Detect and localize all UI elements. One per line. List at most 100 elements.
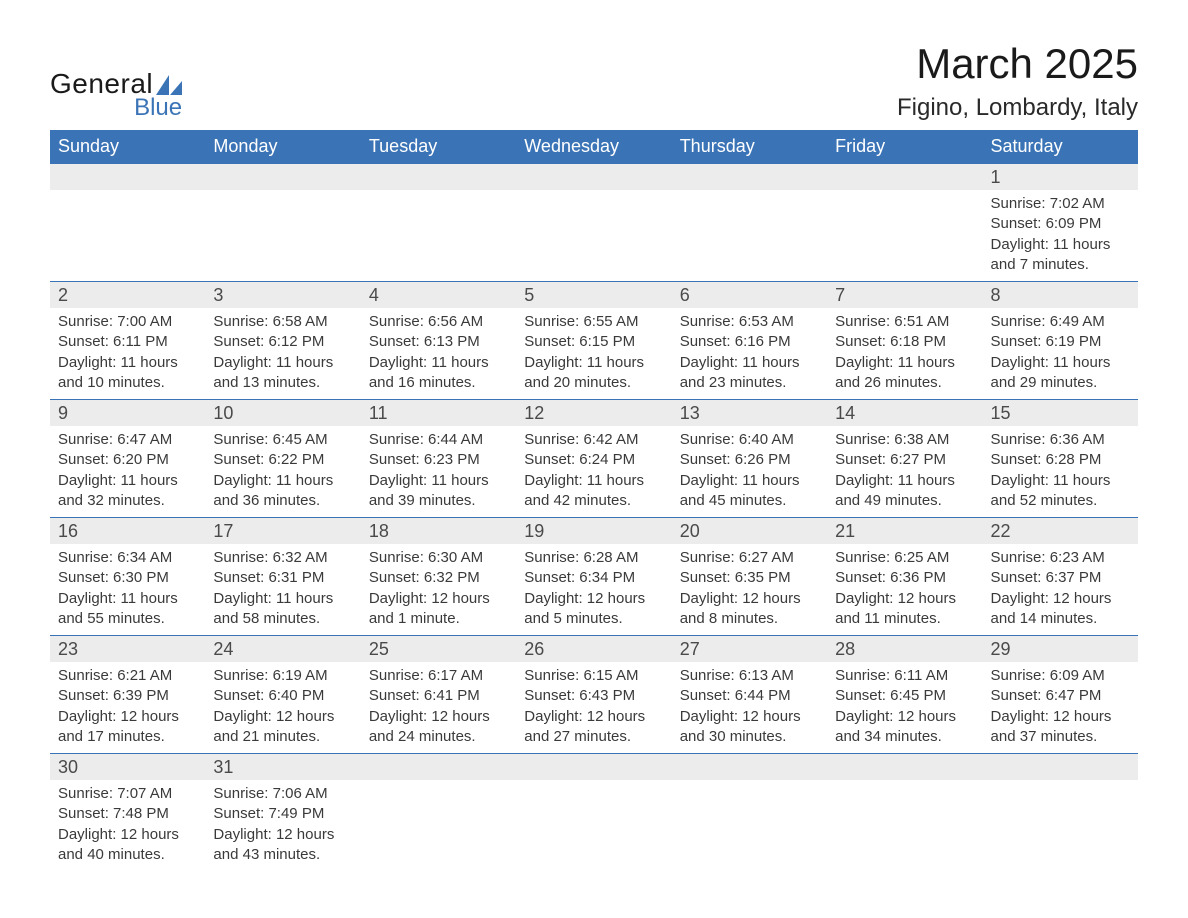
sunset-text: Sunset: 6:20 PM xyxy=(58,450,197,470)
day-number-cell: 6 xyxy=(672,282,827,309)
sunset-text: Sunset: 6:16 PM xyxy=(680,332,819,352)
sunrise-text: Sunrise: 6:56 AM xyxy=(369,312,508,332)
day2-text: and 42 minutes. xyxy=(524,491,663,511)
sunrise-text: Sunrise: 6:17 AM xyxy=(369,666,508,686)
sunrise-text: Sunrise: 6:13 AM xyxy=(680,666,819,686)
day2-text: and 16 minutes. xyxy=(369,373,508,393)
day2-text: and 11 minutes. xyxy=(835,609,974,629)
day-data-cell: Sunrise: 6:09 AMSunset: 6:47 PMDaylight:… xyxy=(983,662,1138,754)
day-number-cell xyxy=(983,754,1138,781)
day-data-row: Sunrise: 6:34 AMSunset: 6:30 PMDaylight:… xyxy=(50,544,1138,636)
day-data-cell: Sunrise: 6:19 AMSunset: 6:40 PMDaylight:… xyxy=(205,662,360,754)
sunset-text: Sunset: 6:18 PM xyxy=(835,332,974,352)
day-data-cell: Sunrise: 6:23 AMSunset: 6:37 PMDaylight:… xyxy=(983,544,1138,636)
sunset-text: Sunset: 6:27 PM xyxy=(835,450,974,470)
day-number-cell: 24 xyxy=(205,636,360,663)
sunrise-text: Sunrise: 6:21 AM xyxy=(58,666,197,686)
day-data-cell: Sunrise: 6:45 AMSunset: 6:22 PMDaylight:… xyxy=(205,426,360,518)
sunrise-text: Sunrise: 6:44 AM xyxy=(369,430,508,450)
day-number-cell: 16 xyxy=(50,518,205,545)
day-number-cell: 25 xyxy=(361,636,516,663)
day-data-cell: Sunrise: 6:56 AMSunset: 6:13 PMDaylight:… xyxy=(361,308,516,400)
day2-text: and 24 minutes. xyxy=(369,727,508,747)
day-number-cell: 14 xyxy=(827,400,982,427)
day2-text: and 23 minutes. xyxy=(680,373,819,393)
day-data-row: Sunrise: 6:47 AMSunset: 6:20 PM Daylight:… xyxy=(50,426,1138,518)
day1-text: Daylight: 11 hours xyxy=(58,353,197,373)
day-number-cell: 2 xyxy=(50,282,205,309)
day1-text: Daylight: 12 hours xyxy=(58,707,197,727)
day-data-cell xyxy=(361,780,516,871)
day-data-cell xyxy=(672,190,827,282)
day-number-cell: 11 xyxy=(361,400,516,427)
day-number-cell: 29 xyxy=(983,636,1138,663)
day-number-cell xyxy=(827,164,982,191)
day-data-cell: Sunrise: 6:40 AMSunset: 6:26 PMDaylight:… xyxy=(672,426,827,518)
weekday-header: Saturday xyxy=(983,130,1138,164)
day2-text: and 43 minutes. xyxy=(213,845,352,865)
day-data-cell: Sunrise: 6:27 AMSunset: 6:35 PMDaylight:… xyxy=(672,544,827,636)
day-number-cell xyxy=(672,754,827,781)
weekday-header-row: Sunday Monday Tuesday Wednesday Thursday… xyxy=(50,130,1138,164)
day1-text: Daylight: 12 hours xyxy=(991,589,1130,609)
sunrise-text: Sunrise: 6:27 AM xyxy=(680,548,819,568)
day-data-cell: Sunrise: 6:32 AMSunset: 6:31 PMDaylight:… xyxy=(205,544,360,636)
sunset-text: Sunset: 6:40 PM xyxy=(213,686,352,706)
sunrise-text: Sunrise: 7:02 AM xyxy=(991,194,1130,214)
day-data-cell: Sunrise: 7:06 AMSunset: 7:49 PMDaylight:… xyxy=(205,780,360,871)
day-data-cell: Sunrise: 7:02 AMSunset: 6:09 PMDaylight:… xyxy=(983,190,1138,282)
brand-sail-icon xyxy=(156,75,182,95)
day2-text: and 39 minutes. xyxy=(369,491,508,511)
day-number-cell: 1 xyxy=(983,164,1138,191)
day1-text: Daylight: 12 hours xyxy=(213,707,352,727)
sunset-text: Sunset: 6:41 PM xyxy=(369,686,508,706)
sunrise-text: Sunrise: 7:00 AM xyxy=(58,312,197,332)
sunset-text: Sunset: 6:43 PM xyxy=(524,686,663,706)
day-number-row: 3031 xyxy=(50,754,1138,781)
day2-text: and 30 minutes. xyxy=(680,727,819,747)
calendar-table: Sunday Monday Tuesday Wednesday Thursday… xyxy=(50,130,1138,871)
weekday-header: Thursday xyxy=(672,130,827,164)
day1-text: Daylight: 11 hours xyxy=(835,471,974,491)
day-data-cell: Sunrise: 7:07 AMSunset: 7:48 PMDaylight:… xyxy=(50,780,205,871)
day-data-cell: Sunrise: 6:25 AMSunset: 6:36 PMDaylight:… xyxy=(827,544,982,636)
day2-text: and 58 minutes. xyxy=(213,609,352,629)
day-data-cell: Sunrise: 6:49 AMSunset: 6:19 PMDaylight:… xyxy=(983,308,1138,400)
sunset-text: Sunset: 6:12 PM xyxy=(213,332,352,352)
day1-text: Daylight: 12 hours xyxy=(369,707,508,727)
day-data-cell xyxy=(50,190,205,282)
sunset-text: Sunset: 6:34 PM xyxy=(524,568,663,588)
day-number-cell: 4 xyxy=(361,282,516,309)
day1-text: Daylight: 11 hours xyxy=(835,353,974,373)
day-data-cell xyxy=(361,190,516,282)
weekday-header: Tuesday xyxy=(361,130,516,164)
day-number-cell: 3 xyxy=(205,282,360,309)
sunrise-text: Sunrise: 6:47 AM xyxy=(58,430,197,450)
day-number-cell xyxy=(205,164,360,191)
day-number-cell: 17 xyxy=(205,518,360,545)
day1-text: Daylight: 12 hours xyxy=(524,589,663,609)
sunrise-text: Sunrise: 6:28 AM xyxy=(524,548,663,568)
sunset-text: Sunset: 6:39 PM xyxy=(58,686,197,706)
day1-text: Daylight: 12 hours xyxy=(213,825,352,845)
day-number-cell: 20 xyxy=(672,518,827,545)
brand-name-sub: Blue xyxy=(134,94,182,122)
day-data-cell: Sunrise: 6:42 AMSunset: 6:24 PMDaylight:… xyxy=(516,426,671,518)
day2-text: and 13 minutes. xyxy=(213,373,352,393)
day2-text: and 29 minutes. xyxy=(991,373,1130,393)
day-data-cell xyxy=(516,190,671,282)
day-number-cell xyxy=(827,754,982,781)
day-number-cell: 31 xyxy=(205,754,360,781)
day-data-cell: Sunrise: 6:44 AMSunset: 6:23 PMDaylight:… xyxy=(361,426,516,518)
day2-text: and 7 minutes. xyxy=(991,255,1130,275)
sunset-text: Sunset: 6:24 PM xyxy=(524,450,663,470)
day-data-cell xyxy=(827,780,982,871)
weekday-header: Monday xyxy=(205,130,360,164)
sunset-text: Sunset: 6:37 PM xyxy=(991,568,1130,588)
day-number-cell: 23 xyxy=(50,636,205,663)
day-number-cell xyxy=(50,164,205,191)
day2-text: and 8 minutes. xyxy=(680,609,819,629)
day1-text: Daylight: 11 hours xyxy=(213,471,352,491)
day-number-cell: 22 xyxy=(983,518,1138,545)
day-data-cell xyxy=(983,780,1138,871)
